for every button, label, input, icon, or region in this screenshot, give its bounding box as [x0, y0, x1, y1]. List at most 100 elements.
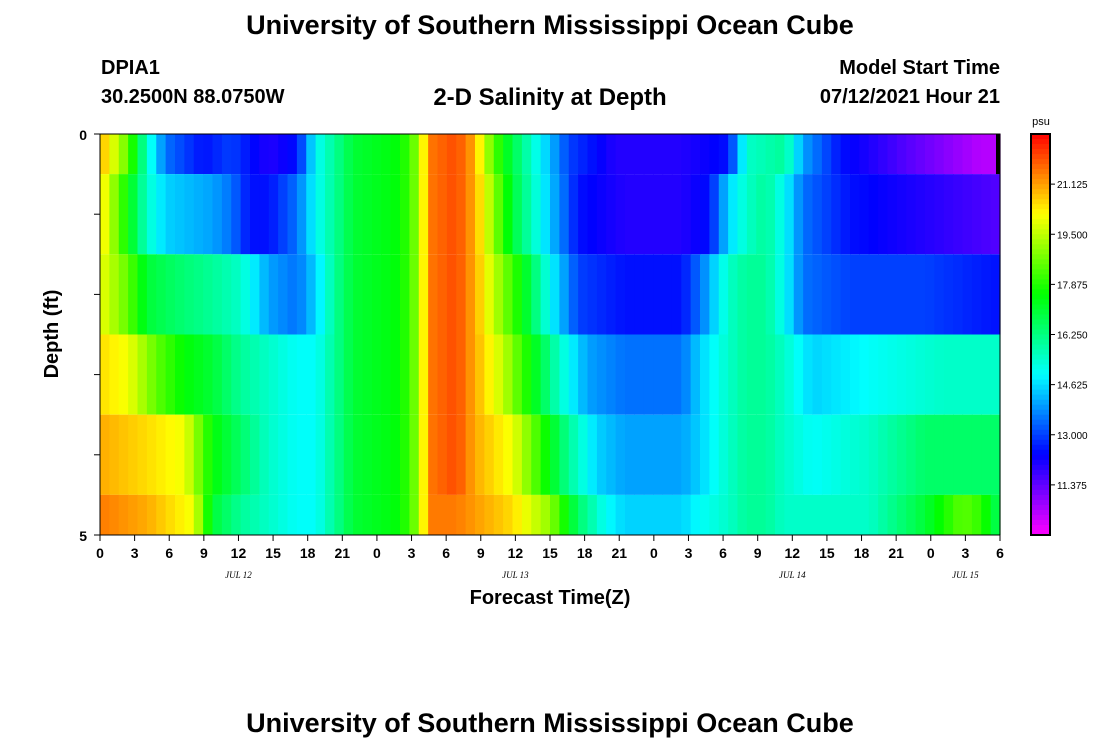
heatmap-cell [540, 494, 551, 535]
colorbar-tick-label: 13.000 [1057, 431, 1088, 442]
heatmap-cell [306, 174, 317, 255]
colorbar-swatch [1031, 304, 1050, 311]
heatmap-cell [559, 254, 570, 335]
heatmap-cell [306, 494, 317, 535]
heatmap-cell [700, 414, 710, 495]
heatmap-cell [156, 254, 167, 335]
heatmap-cell [512, 414, 523, 495]
heatmap-cell [934, 414, 945, 495]
colorbar-swatch [1031, 204, 1050, 210]
heatmap-cell [484, 334, 495, 415]
heatmap-cell [831, 334, 842, 415]
heatmap-cell [175, 494, 185, 535]
heatmap-cell [728, 414, 739, 495]
heatmap-cell [906, 254, 917, 335]
heatmap-cell [381, 254, 392, 335]
heatmap-cell [156, 494, 167, 535]
colorbar-swatch [1031, 489, 1050, 496]
heatmap-cell [990, 494, 1001, 535]
colorbar-swatch [1031, 144, 1050, 150]
heatmap-cell [625, 334, 635, 415]
heatmap-cell [634, 494, 645, 535]
colorbar-swatch [1031, 209, 1050, 215]
heatmap-cell [521, 334, 532, 415]
heatmap-cell [193, 254, 204, 335]
heatmap-cell [400, 134, 410, 175]
heatmap-cell [615, 174, 626, 255]
heatmap-cell [718, 494, 729, 535]
heatmap-cell [137, 414, 148, 495]
heatmap-cell [793, 414, 804, 495]
heatmap-cell [306, 414, 317, 495]
heatmap-cell [390, 414, 401, 495]
footer-title: University of Southern Mississippi Ocean… [246, 708, 854, 738]
heatmap-cell [596, 334, 607, 415]
heatmap-cell [362, 414, 373, 495]
heatmap-cell [775, 414, 785, 495]
heatmap-cell [128, 494, 139, 535]
heatmap-cell [531, 494, 542, 535]
colorbar-swatch [1031, 454, 1050, 461]
heatmap-cell [343, 254, 354, 335]
heatmap-cell [325, 494, 335, 535]
heatmap-cell [953, 414, 964, 495]
colorbar-swatch [1031, 379, 1050, 386]
heatmap-cell [859, 414, 870, 495]
heatmap-cell [540, 254, 551, 335]
heatmap-cell [175, 134, 185, 175]
heatmap-cell [550, 254, 560, 335]
heatmap-cell [915, 414, 926, 495]
heatmap-cell [765, 414, 776, 495]
colorbar-swatch [1031, 269, 1050, 275]
x-tick-label: 6 [996, 545, 1004, 561]
heatmap-cell [409, 414, 420, 495]
heatmap-cell [381, 134, 392, 175]
colorbar-swatch [1031, 374, 1050, 381]
heatmap-cell [962, 494, 973, 535]
x-axis: 0 3 6 9 12 15 18 21 0 3 6 9 12 15 18 21 0 3 6 9 12 15 18 21 0 3 6 J… [96, 534, 1004, 580]
heatmap-cell [662, 334, 673, 415]
heatmap-cell [662, 414, 673, 495]
heatmap-cell [587, 254, 598, 335]
colorbar-swatch [1031, 354, 1050, 361]
heatmap-cell [671, 134, 682, 175]
heatmap-cell [503, 494, 514, 535]
heatmap-cell [737, 414, 748, 495]
heatmap-cell [746, 254, 757, 335]
heatmap-cell [990, 334, 1001, 415]
model-start-value: 07/12/2021 Hour 21 [819, 86, 1000, 108]
heatmap-cell [925, 414, 935, 495]
heatmap-cell [850, 174, 860, 255]
heatmap-cell [503, 134, 514, 175]
y-tick-label: 0 [79, 127, 87, 143]
heatmap-cell [456, 174, 467, 255]
colorbar-swatch [1031, 424, 1050, 431]
heatmap-cell [390, 254, 401, 335]
heatmap-cell [559, 414, 570, 495]
colorbar-swatch [1031, 234, 1050, 240]
heatmap-cell [859, 334, 870, 415]
x-tick-label: 18 [300, 545, 316, 561]
heatmap-cell [446, 134, 457, 175]
heatmap-cell [831, 134, 842, 175]
heatmap-cell [709, 334, 720, 415]
heatmap-cell [409, 254, 420, 335]
heatmap-cell [803, 134, 814, 175]
heatmap-cell [915, 334, 926, 415]
heatmap-cell [128, 174, 139, 255]
heatmap-cell [381, 494, 392, 535]
heatmap-cell [868, 134, 879, 175]
heatmap-cell [943, 134, 954, 175]
heatmap-cell [784, 334, 795, 415]
heatmap-cell [915, 134, 926, 175]
heatmap-cell [746, 334, 757, 415]
heatmap-cell [437, 134, 448, 175]
heatmap-cell [812, 254, 823, 335]
heatmap-cell [221, 134, 232, 175]
heatmap-cell [465, 334, 476, 415]
heatmap-cell [653, 334, 664, 415]
y-tick-label: 5 [79, 528, 87, 544]
heatmap-cell [653, 494, 664, 535]
heatmap-cell [662, 174, 673, 255]
heatmap-cell [240, 494, 251, 535]
